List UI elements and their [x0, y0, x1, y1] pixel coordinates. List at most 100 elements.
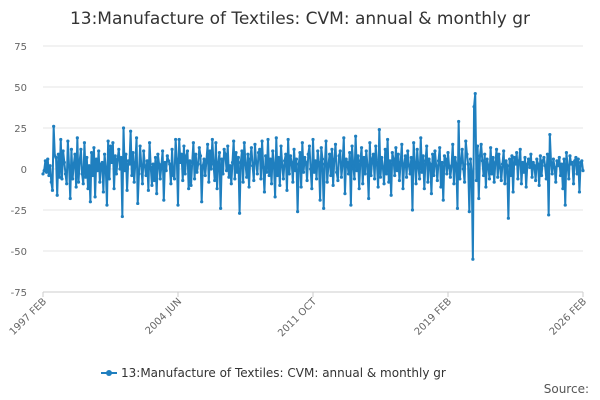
- data-point[interactable]: [399, 160, 403, 165]
- data-point[interactable]: [68, 196, 72, 201]
- data-point[interactable]: [550, 172, 554, 176]
- data-point[interactable]: [567, 177, 571, 181]
- data-point[interactable]: [93, 195, 97, 199]
- data-point[interactable]: [580, 159, 584, 163]
- data-point[interactable]: [262, 190, 267, 194]
- data-point[interactable]: [458, 177, 462, 181]
- data-point[interactable]: [425, 144, 429, 148]
- data-point[interactable]: [169, 182, 173, 186]
- data-point[interactable]: [288, 154, 293, 158]
- data-point[interactable]: [487, 177, 492, 181]
- data-point[interactable]: [459, 160, 463, 165]
- data-point[interactable]: [351, 164, 355, 168]
- data-point[interactable]: [558, 173, 563, 178]
- data-point[interactable]: [369, 173, 373, 178]
- data-point[interactable]: [239, 160, 243, 165]
- data-point[interactable]: [371, 152, 375, 156]
- data-point[interactable]: [46, 157, 50, 161]
- data-point[interactable]: [66, 139, 70, 143]
- data-point[interactable]: [364, 149, 368, 153]
- data-point[interactable]: [195, 170, 199, 174]
- data-point[interactable]: [370, 157, 374, 161]
- data-point[interactable]: [236, 155, 240, 160]
- data-point[interactable]: [278, 183, 282, 187]
- data-point[interactable]: [515, 151, 519, 155]
- data-point[interactable]: [329, 173, 333, 178]
- data-point[interactable]: [72, 162, 76, 166]
- data-point[interactable]: [372, 177, 377, 181]
- data-point[interactable]: [446, 151, 450, 155]
- data-point[interactable]: [429, 192, 434, 196]
- data-point[interactable]: [145, 159, 149, 163]
- data-point[interactable]: [451, 142, 455, 146]
- data-point[interactable]: [50, 188, 55, 192]
- data-point[interactable]: [476, 144, 480, 148]
- data-point[interactable]: [356, 154, 360, 158]
- data-point[interactable]: [380, 155, 384, 160]
- data-point[interactable]: [204, 159, 209, 163]
- data-point[interactable]: [381, 165, 385, 169]
- data-point[interactable]: [150, 183, 154, 187]
- data-point[interactable]: [390, 151, 394, 155]
- data-point[interactable]: [486, 164, 490, 168]
- data-point[interactable]: [506, 216, 510, 220]
- data-point[interactable]: [426, 180, 430, 184]
- data-point[interactable]: [206, 142, 210, 146]
- data-point[interactable]: [133, 160, 137, 165]
- data-point[interactable]: [489, 146, 493, 150]
- data-point[interactable]: [92, 146, 96, 150]
- data-point[interactable]: [79, 147, 83, 151]
- data-point[interactable]: [350, 144, 354, 148]
- data-point[interactable]: [325, 180, 329, 184]
- data-point[interactable]: [217, 151, 222, 155]
- data-point[interactable]: [309, 167, 313, 171]
- data-point[interactable]: [306, 152, 310, 156]
- data-point[interactable]: [292, 147, 296, 151]
- data-point[interactable]: [139, 164, 143, 168]
- data-point[interactable]: [504, 159, 508, 163]
- data-point[interactable]: [285, 188, 289, 192]
- data-point[interactable]: [363, 172, 367, 176]
- data-point[interactable]: [165, 154, 169, 158]
- data-point[interactable]: [210, 137, 214, 142]
- data-point[interactable]: [86, 187, 90, 191]
- data-point[interactable]: [245, 175, 249, 179]
- data-point[interactable]: [318, 198, 322, 202]
- data-point[interactable]: [140, 182, 145, 186]
- data-point[interactable]: [352, 177, 357, 181]
- data-point[interactable]: [313, 159, 317, 163]
- data-point[interactable]: [331, 183, 335, 187]
- data-point[interactable]: [367, 196, 371, 201]
- data-point[interactable]: [438, 146, 442, 150]
- data-point[interactable]: [460, 147, 464, 151]
- data-point[interactable]: [348, 151, 352, 155]
- data-point[interactable]: [361, 182, 365, 186]
- data-point[interactable]: [462, 180, 467, 184]
- data-point[interactable]: [57, 175, 62, 179]
- data-point[interactable]: [524, 185, 528, 189]
- data-point[interactable]: [261, 165, 265, 169]
- data-point[interactable]: [264, 154, 268, 158]
- data-point[interactable]: [513, 162, 518, 166]
- data-point[interactable]: [494, 147, 499, 151]
- data-point[interactable]: [196, 162, 200, 166]
- data-point[interactable]: [517, 159, 521, 163]
- data-point[interactable]: [552, 165, 557, 169]
- data-point[interactable]: [104, 165, 108, 169]
- data-point[interactable]: [219, 206, 223, 210]
- data-point[interactable]: [300, 141, 304, 145]
- data-point[interactable]: [131, 151, 135, 155]
- data-point[interactable]: [539, 173, 544, 178]
- data-point[interactable]: [389, 193, 393, 197]
- data-point[interactable]: [312, 170, 316, 174]
- data-point[interactable]: [259, 177, 263, 181]
- data-point[interactable]: [480, 159, 484, 163]
- data-point[interactable]: [333, 142, 338, 146]
- data-point[interactable]: [44, 170, 49, 174]
- data-point[interactable]: [378, 175, 383, 179]
- data-point[interactable]: [107, 177, 111, 181]
- data-point[interactable]: [571, 182, 576, 186]
- data-point[interactable]: [433, 149, 437, 153]
- data-point[interactable]: [246, 152, 250, 156]
- data-point[interactable]: [203, 173, 207, 178]
